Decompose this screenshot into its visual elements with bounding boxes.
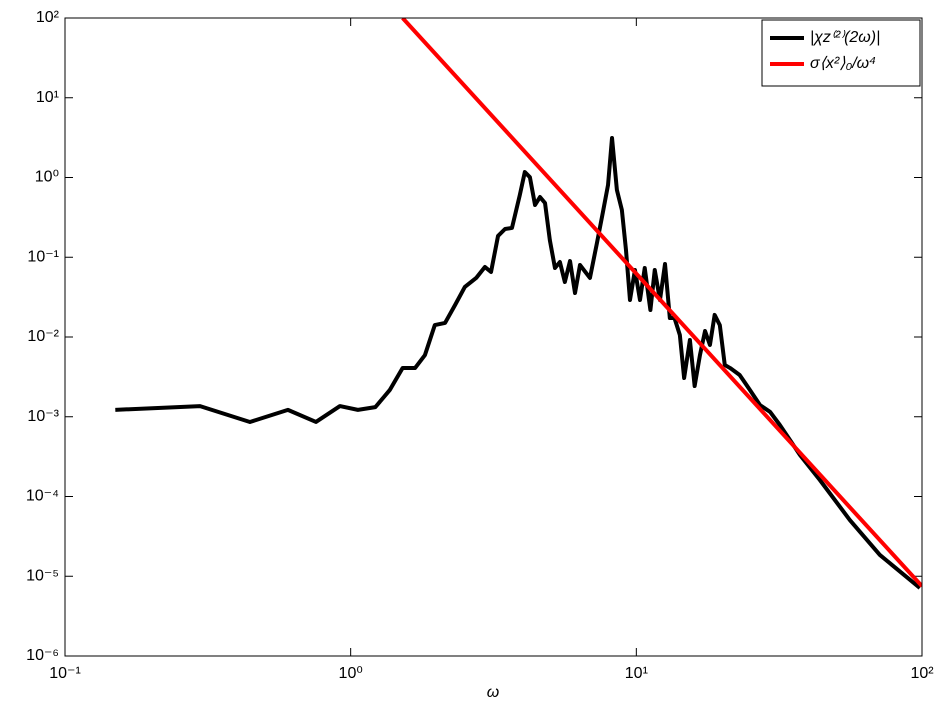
y-tick-label: 10¹ — [36, 89, 59, 106]
x-tick-label: 10⁻¹ — [49, 665, 81, 682]
y-tick-label: 10⁻³ — [27, 408, 59, 425]
y-tick-label: 10⁻⁵ — [26, 567, 59, 584]
y-tick-label: 10⁻¹ — [27, 248, 59, 265]
y-tick-label: 10² — [36, 9, 60, 26]
legend-label: |χz⁽²⁾(2ω)| — [810, 29, 880, 46]
plot-frame — [64, 17, 923, 657]
x-tick-label: 10¹ — [625, 665, 648, 682]
legend-box — [761, 19, 921, 87]
y-tick-label: 10⁻⁴ — [26, 488, 59, 505]
y-tick-label: 10⁻⁶ — [26, 647, 59, 664]
y-tick-label: 10⁰ — [35, 169, 59, 186]
y-tick-label: 10⁻² — [27, 328, 59, 345]
legend-label: σ⟨x²⟩₀/ω⁴ — [810, 55, 876, 72]
x-tick-label: 10⁰ — [339, 665, 363, 682]
data-line — [401, 18, 922, 588]
x-axis-label: ω — [487, 684, 499, 701]
data-line — [115, 135, 922, 590]
x-tick-label: 10² — [910, 665, 934, 682]
